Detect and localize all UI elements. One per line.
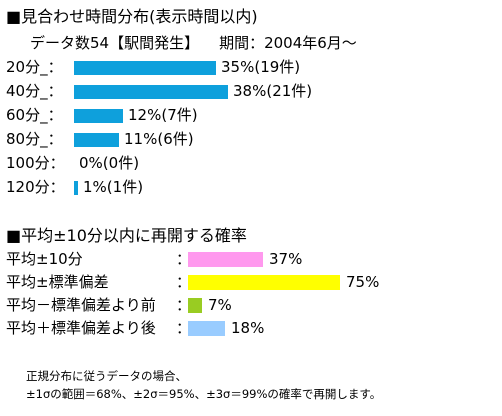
dist-bar <box>74 85 228 99</box>
dist-category-label: 100分： <box>6 154 65 172</box>
prob-value-label: 37% <box>269 250 303 268</box>
prob-bar <box>188 321 225 336</box>
dist-value-label: 12%(7件) <box>128 106 198 124</box>
dist-bar <box>74 133 119 147</box>
distribution-subtitle: データ数54【駅間発生】 期間：2004年6月～ <box>30 36 357 51</box>
prob-colon: ： <box>176 273 192 291</box>
dist-bar <box>74 181 78 195</box>
prob-category-label: 平均＋標準偏差より後 <box>6 319 156 337</box>
dist-category-label: 80分_： <box>6 130 63 148</box>
dist-category-label: 40分_： <box>6 82 63 100</box>
prob-colon: ： <box>176 319 192 337</box>
dist-value-label: 1%(1件) <box>83 178 144 196</box>
prob-colon: ： <box>176 296 192 314</box>
period-label: 期間：2004年6月～ <box>219 34 357 52</box>
dist-category-label: 120分： <box>6 178 65 196</box>
prob-category-label: 平均±10分 <box>6 250 83 268</box>
dist-value-label: 38%(21件) <box>233 82 313 100</box>
prob-bar <box>188 298 202 313</box>
dist-value-label: 11%(6件) <box>124 130 194 148</box>
probability-title: ■平均±10分以内に再開する確率 <box>6 226 247 245</box>
dist-bar <box>74 61 216 75</box>
dist-category-label: 60分_： <box>6 106 63 124</box>
prob-colon: ： <box>176 250 192 268</box>
note-line-2: ±1σの範囲＝68%、±2σ＝95%、±3σ＝99%の確率で再開します。 <box>26 387 382 401</box>
prob-bar <box>188 275 340 290</box>
dist-category-label: 20分_： <box>6 58 63 76</box>
data-count-label: データ数54【駅間発生】 <box>30 34 200 52</box>
dist-value-label: 0%(0件) <box>79 154 140 172</box>
prob-value-label: 18% <box>231 319 265 337</box>
prob-bar <box>188 252 263 267</box>
prob-category-label: 平均±標準偏差 <box>6 273 109 291</box>
prob-category-label: 平均－標準偏差より前 <box>6 296 156 314</box>
prob-value-label: 7% <box>208 296 232 314</box>
dist-value-label: 35%(19件) <box>221 58 301 76</box>
prob-value-label: 75% <box>346 273 380 291</box>
dist-bar <box>74 109 123 123</box>
note-line-1: 正規分布に従うデータの場合、 <box>26 369 187 383</box>
distribution-title: ■見合わせ時間分布(表示時間以内) <box>6 7 258 26</box>
